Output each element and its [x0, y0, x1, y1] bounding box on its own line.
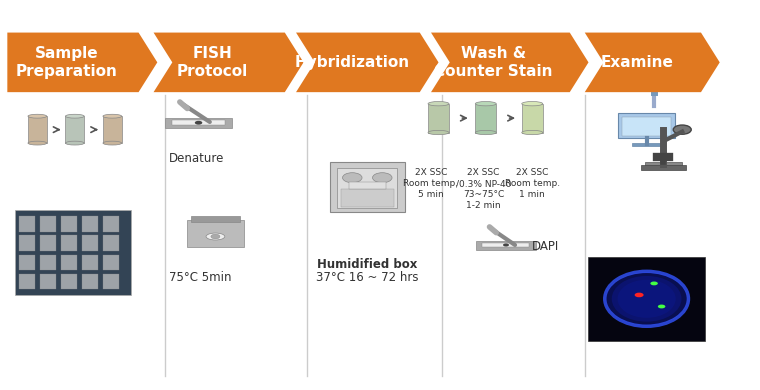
Ellipse shape: [428, 130, 449, 135]
Bar: [632, 143, 662, 146]
Bar: [103, 255, 119, 270]
Bar: [18, 216, 35, 232]
Bar: [81, 216, 98, 232]
Polygon shape: [154, 33, 303, 92]
Bar: [622, 117, 671, 136]
Circle shape: [503, 243, 509, 246]
Bar: [18, 274, 35, 289]
Text: 37°C 16 ~ 72 hrs: 37°C 16 ~ 72 hrs: [316, 271, 419, 284]
Bar: [428, 104, 449, 133]
Bar: [15, 210, 131, 295]
Polygon shape: [296, 33, 439, 92]
Bar: [475, 104, 496, 133]
Text: Hybridization: Hybridization: [294, 55, 410, 70]
Ellipse shape: [606, 272, 687, 325]
Text: DAPI: DAPI: [532, 240, 559, 254]
Bar: [81, 255, 98, 270]
Bar: [173, 121, 225, 125]
Text: 2X SSC
Room temp.
5 min: 2X SSC Room temp. 5 min: [404, 168, 458, 199]
Text: 2X SSC
Room temp.
1 min: 2X SSC Room temp. 1 min: [505, 168, 560, 199]
Bar: [341, 189, 394, 207]
Bar: [61, 216, 77, 232]
Circle shape: [211, 234, 220, 239]
Ellipse shape: [428, 101, 449, 106]
Bar: [40, 236, 56, 251]
Ellipse shape: [522, 101, 543, 106]
Circle shape: [343, 173, 362, 183]
Ellipse shape: [618, 280, 676, 318]
Text: Wash &
Counter Stain: Wash & Counter Stain: [434, 46, 553, 79]
Bar: [18, 236, 35, 251]
Bar: [103, 116, 122, 143]
Bar: [61, 236, 77, 251]
Bar: [103, 274, 119, 289]
Ellipse shape: [475, 130, 496, 135]
Ellipse shape: [28, 141, 46, 145]
Bar: [641, 165, 686, 170]
Bar: [522, 104, 543, 133]
Circle shape: [673, 125, 692, 134]
Text: 2X SSC
/0.3% NP-40
73~75°C
1-2 min: 2X SSC /0.3% NP-40 73~75°C 1-2 min: [456, 168, 511, 210]
Ellipse shape: [65, 114, 84, 118]
Ellipse shape: [206, 233, 225, 240]
Ellipse shape: [28, 114, 46, 118]
Text: Humidified box: Humidified box: [317, 258, 417, 271]
Ellipse shape: [65, 141, 84, 145]
Bar: [191, 216, 240, 222]
Polygon shape: [8, 33, 157, 92]
Text: Denature: Denature: [169, 152, 224, 165]
Bar: [330, 162, 405, 212]
Bar: [482, 243, 529, 247]
Bar: [40, 255, 56, 270]
Bar: [349, 181, 386, 189]
Circle shape: [195, 121, 202, 125]
Bar: [81, 274, 98, 289]
Bar: [61, 274, 77, 289]
Text: Sample
Preparation: Sample Preparation: [15, 46, 117, 79]
Bar: [40, 274, 56, 289]
Bar: [81, 236, 98, 251]
Ellipse shape: [103, 114, 122, 118]
Bar: [61, 255, 77, 270]
Circle shape: [635, 292, 644, 297]
Bar: [187, 220, 243, 247]
Bar: [103, 216, 119, 232]
Polygon shape: [584, 33, 720, 92]
Ellipse shape: [103, 141, 122, 145]
Bar: [103, 236, 119, 251]
Bar: [644, 162, 682, 166]
Bar: [165, 118, 233, 128]
Ellipse shape: [475, 101, 496, 106]
Circle shape: [372, 173, 392, 183]
Bar: [619, 113, 675, 138]
Bar: [40, 216, 56, 232]
Bar: [65, 116, 84, 143]
Circle shape: [658, 305, 665, 308]
Bar: [28, 116, 46, 143]
Polygon shape: [431, 33, 588, 92]
Bar: [476, 241, 536, 250]
Text: FISH
Protocol: FISH Protocol: [177, 46, 249, 79]
Circle shape: [651, 282, 658, 285]
Text: 75°C 5min: 75°C 5min: [169, 271, 231, 284]
Bar: [337, 168, 397, 209]
Bar: [588, 257, 705, 341]
Ellipse shape: [522, 130, 543, 135]
Ellipse shape: [612, 276, 682, 322]
Bar: [18, 255, 35, 270]
Text: Examine: Examine: [600, 55, 673, 70]
